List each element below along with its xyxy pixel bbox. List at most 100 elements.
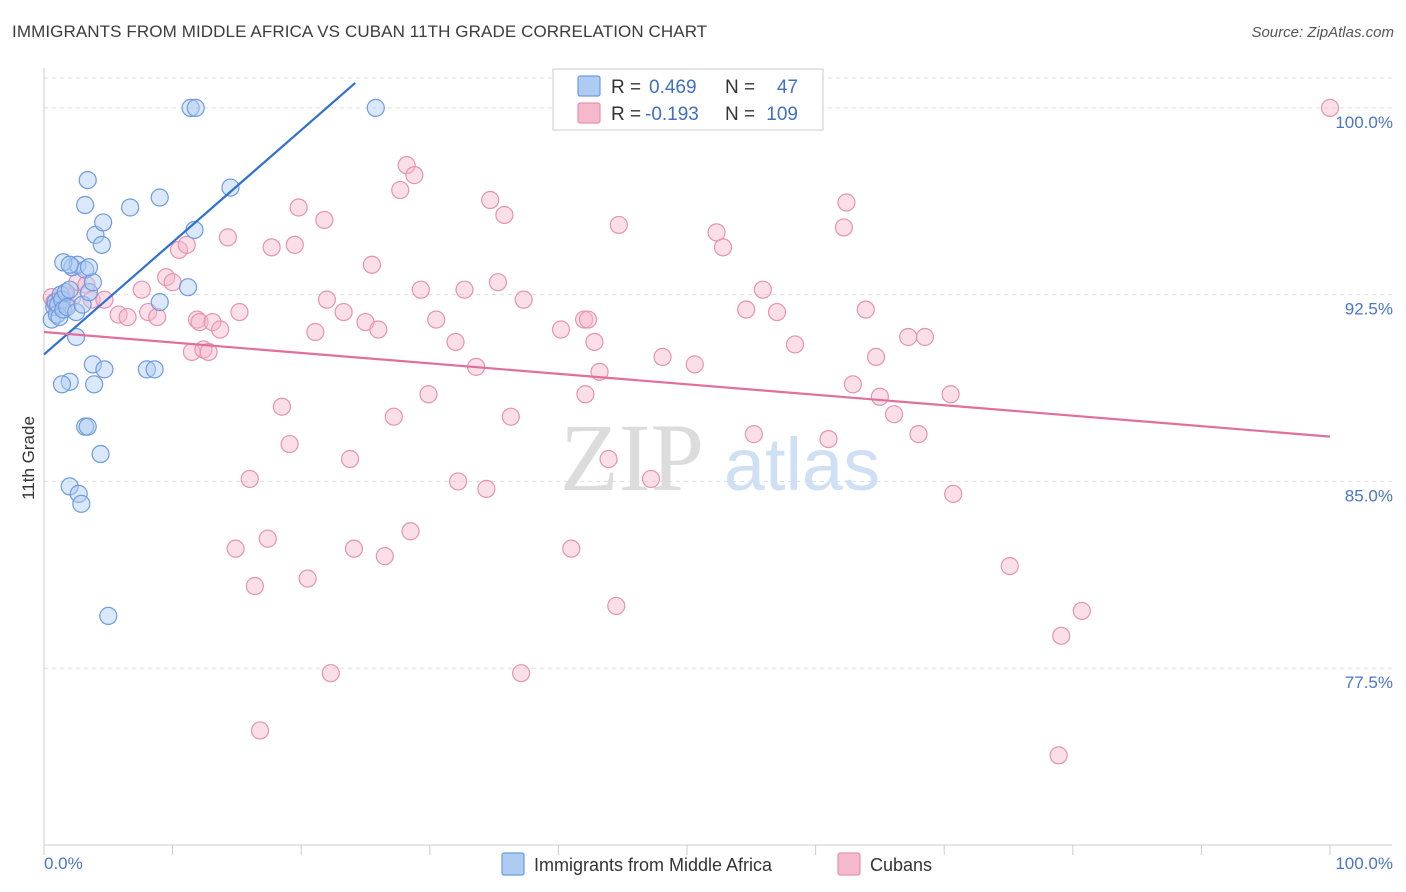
legend-swatch-pink [577, 102, 601, 124]
cubans-point-14 [139, 302, 158, 322]
cubans-point-84 [737, 300, 756, 319]
middle-africa-point-40 [137, 360, 156, 379]
cubans-point-44 [340, 449, 360, 469]
cubans-point-78 [609, 215, 628, 235]
cubans-point-50 [384, 407, 403, 426]
y-tick-label-0: 77.5% [1345, 673, 1393, 692]
cubans-point-40 [315, 210, 334, 230]
cubans-point-57 [427, 310, 446, 329]
y-tick-label-3: 100.0% [1335, 113, 1393, 132]
middle-africa-point-24 [94, 213, 113, 232]
legend-n-label-pink: N = [725, 104, 755, 125]
middle-africa-point-41 [145, 360, 164, 379]
cubans-point-72 [576, 385, 595, 404]
chart-title: IMMIGRANTS FROM MIDDLE AFRICA VS CUBAN 1… [12, 22, 708, 41]
middle-africa-point-11 [60, 280, 79, 299]
middle-africa-point-21 [79, 258, 99, 277]
cubans-point-87 [767, 302, 787, 322]
cubans-point-80 [653, 347, 672, 367]
middle-africa-point-34 [67, 327, 86, 347]
watermark: ZIP atlas [560, 404, 880, 511]
cubans-point-33 [262, 238, 281, 257]
axes [43, 68, 1392, 855]
cubans-point-76 [599, 449, 618, 469]
cubans-point-36 [285, 235, 304, 254]
cubans-point-107 [250, 721, 270, 740]
cubans-point-71 [575, 310, 594, 329]
legend-r-label-blue: R = [611, 77, 641, 98]
cubans-point-74 [585, 332, 604, 352]
series-label-middle-africa: Immigrants from Middle Africa [534, 855, 773, 875]
cubans-point-15 [148, 307, 167, 327]
middle-africa-points [42, 98, 385, 625]
cubans-point-51 [391, 180, 410, 200]
cubans-point-79 [641, 469, 661, 489]
cubans-point-60 [455, 280, 474, 299]
cubans-point-47 [362, 255, 382, 274]
cubans-point-92 [843, 375, 862, 394]
cubans-point-104 [1072, 601, 1091, 621]
cubans-point-95 [870, 387, 890, 406]
middle-africa-point-31 [181, 98, 200, 117]
cubans-point-93 [856, 300, 875, 319]
cubans-point-105 [1049, 746, 1068, 765]
cubans-point-32 [258, 529, 277, 548]
cubans-point-26 [211, 320, 230, 339]
cubans-point-69 [551, 320, 571, 339]
chart-source: Source: ZipAtlas.com [1251, 24, 1394, 41]
series-swatch-middle-africa [501, 852, 525, 876]
cubans-point-35 [280, 434, 299, 454]
y-axis-label: 11th Grade [19, 416, 38, 500]
watermark-atlas: atlas [724, 423, 880, 506]
legend-n-value-blue: 47 [777, 77, 798, 98]
cubans-point-64 [488, 273, 508, 292]
cubans-point-97 [899, 327, 918, 347]
cubans-point-103 [1052, 626, 1071, 645]
middle-africa-point-47 [72, 494, 91, 513]
cubans-point-21 [190, 312, 209, 332]
middle-africa-point-38 [52, 375, 72, 394]
cubans-point-96 [884, 405, 904, 424]
cubans-point-98 [909, 425, 928, 444]
cubans-point-12 [118, 307, 137, 327]
middle-africa-point-10 [58, 298, 77, 317]
cubans-point-45 [344, 539, 364, 558]
cubans-point-59 [448, 472, 468, 491]
grid-lines [44, 77, 1392, 669]
cubans-point-91 [837, 193, 856, 212]
cubans-point-100 [941, 385, 960, 404]
middle-africa-point-30 [221, 178, 240, 197]
cubans-point-24 [199, 342, 218, 362]
cubans-point-31 [245, 576, 265, 596]
legend-n-value-pink: 109 [766, 104, 798, 125]
cubans-point-48 [369, 320, 388, 339]
middle-africa-point-13 [67, 302, 86, 322]
trend-lines [43, 82, 1331, 438]
series-legend: Immigrants from Middle Africa Cubans [501, 852, 932, 876]
cubans-point-53 [401, 522, 420, 541]
legend-r-value-blue: 0.469 [649, 77, 697, 98]
cubans-point-73 [578, 310, 598, 329]
cubans-point-41 [317, 290, 337, 309]
middle-africa-point-48 [99, 606, 118, 625]
cubans-point-49 [375, 547, 394, 566]
cubans-trend-line [43, 330, 1331, 438]
cubans-point-99 [915, 327, 935, 347]
watermark-zip: ZIP [560, 404, 704, 511]
middle-africa-point-17 [79, 283, 99, 302]
cubans-point-29 [240, 469, 259, 489]
cubans-point-65 [495, 205, 514, 225]
x-tick-label-1: 100.0% [1335, 854, 1393, 873]
cubans-point-54 [405, 166, 424, 185]
y-tick-label-2: 92.5% [1345, 300, 1393, 319]
cubans-point-101 [944, 484, 963, 503]
cubans-point-102 [1000, 556, 1019, 576]
series-label-cubans: Cubans [870, 855, 932, 875]
cubans-point-19 [177, 235, 196, 254]
middle-africa-point-23 [92, 235, 111, 254]
cubans-point-34 [272, 397, 292, 416]
middle-africa-point-35 [83, 355, 102, 374]
middle-africa-trend-line [43, 82, 356, 356]
cubans-points [42, 98, 1340, 765]
cubans-point-83 [713, 238, 733, 257]
